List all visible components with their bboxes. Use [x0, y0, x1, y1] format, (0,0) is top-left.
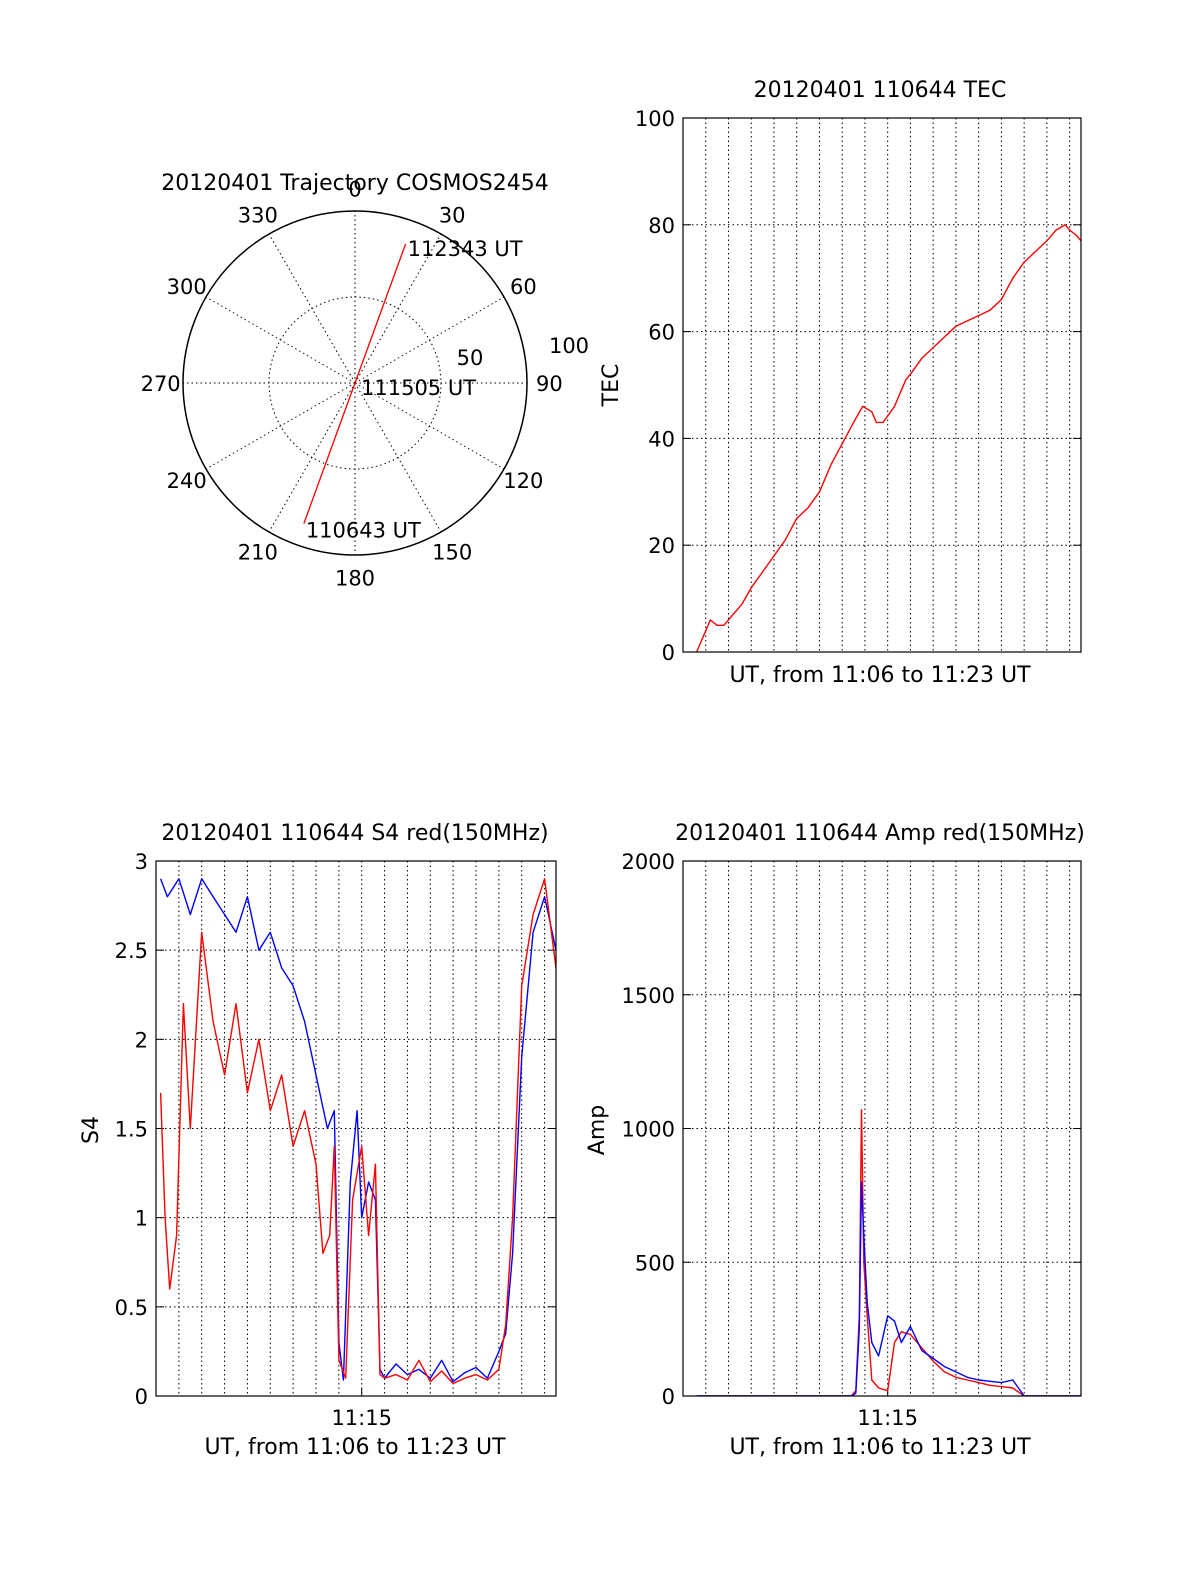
s4-ytick-label-2.5: 2.5 [115, 939, 148, 963]
tec-title: 20120401 110644 TEC [754, 78, 1007, 103]
tec-ytick-label-40: 40 [648, 427, 675, 451]
amp-panel: 20120401 110644 Amp red(150MHz) Amp UT, … [585, 821, 1085, 1460]
polar-angle-label-150: 150 [432, 540, 472, 564]
polar-angle-label-270: 270 [141, 372, 181, 396]
tec-ytick-label-20: 20 [648, 534, 675, 558]
s4-ylabel: S4 [79, 1116, 104, 1144]
tec-ytick-label-80: 80 [648, 214, 675, 238]
s4-title: 20120401 110644 S4 red(150MHz) [161, 821, 548, 846]
polar-outer-ring [182, 210, 528, 556]
s4-ytick-label-3: 3 [135, 850, 148, 874]
amp-ytick-label-1000: 1000 [622, 1118, 675, 1142]
trajectory-track-line [303, 243, 407, 524]
amp-series-red-line [696, 1109, 1081, 1396]
polar-spoke-210 [268, 382, 356, 533]
tec-ytick-label-0: 0 [662, 641, 675, 665]
polar-ring-50 [268, 296, 442, 470]
amp-series-blue-line [696, 1181, 1081, 1396]
tec-panel: 20120401 110644 TEC TEC UT, from 11:06 t… [599, 78, 1082, 688]
polar-spoke-60 [354, 296, 505, 384]
amp-xtick-label: 11:15 [857, 1406, 918, 1430]
trajectory-mid-label: 111505 UT [361, 376, 476, 400]
trajectory-end-label: 112343 UT [408, 237, 523, 261]
polar-spoke-240 [205, 382, 356, 470]
amp-ytick-label-2000: 2000 [622, 850, 675, 874]
polar-spoke-330 [268, 233, 356, 384]
polar-angle-label-60: 60 [510, 275, 537, 299]
s4-ytick-label-1.5: 1.5 [115, 1118, 148, 1142]
trajectory-polar-panel: 20120401 Trajectory COSMOS2454 0 30 60 90 12… [141, 171, 589, 590]
s4-ytick-label-2: 2 [135, 1028, 148, 1052]
amp-ylabel: Amp [585, 1105, 610, 1155]
polar-angle-label-210: 210 [238, 540, 278, 564]
polar-radial-label-100: 100 [549, 334, 589, 358]
polar-angle-label-30: 30 [439, 204, 466, 228]
s4-ytick-label-1: 1 [135, 1207, 148, 1231]
s4-ytick-label-0.5: 0.5 [115, 1296, 148, 1320]
polar-angle-label-240: 240 [167, 469, 207, 493]
polar-angle-label-300: 300 [167, 275, 207, 299]
s4-xtick-label: 11:15 [331, 1406, 392, 1430]
tec-ytick-label-60: 60 [648, 321, 675, 345]
polar-angle-label-180: 180 [335, 566, 375, 590]
tec-series-red-line [695, 224, 1081, 652]
s4-series-group [159, 878, 556, 1385]
s4-plot-frame [155, 860, 557, 1397]
trajectory-start-label: 110643 UT [306, 519, 421, 543]
amp-ytick-label-500: 500 [635, 1251, 675, 1275]
polar-spoke-300 [205, 296, 356, 384]
polar-radial-label-50: 50 [457, 346, 484, 370]
tec-plot-frame [682, 117, 1082, 653]
s4-ytick-label-0: 0 [135, 1385, 148, 1409]
amp-title: 20120401 110644 Amp red(150MHz) [675, 821, 1085, 846]
s4-xlabel: UT, from 11:06 to 11:23 UT [204, 1435, 506, 1460]
amp-ytick-label-0: 0 [662, 1385, 675, 1409]
amp-xlabel: UT, from 11:06 to 11:23 UT [729, 1435, 1031, 1460]
trajectory-title: 20120401 Trajectory COSMOS2454 [161, 171, 548, 196]
polar-spoke-150 [354, 382, 442, 533]
polar-angle-label-120: 120 [503, 469, 543, 493]
amp-plot-frame [682, 860, 1082, 1397]
tec-xlabel: UT, from 11:06 to 11:23 UT [729, 663, 1031, 688]
polar-angle-label-0: 0 [348, 178, 361, 202]
polar-spoke-30 [354, 233, 442, 384]
s4-panel: 20120401 110644 S4 red(150MHz) S4 UT, fr… [79, 821, 557, 1460]
tec-ylabel: TEC [599, 364, 624, 408]
polar-angle-label-90: 90 [536, 372, 563, 396]
amp-ytick-label-1500: 1500 [622, 984, 675, 1008]
amp-series-group [696, 1109, 1081, 1396]
tec-ytick-label-100: 100 [635, 107, 675, 131]
s4-series-red-line [159, 878, 556, 1385]
s4-series-blue-line [159, 878, 556, 1383]
polar-angle-label-330: 330 [238, 204, 278, 228]
tec-series-group [695, 224, 1081, 652]
